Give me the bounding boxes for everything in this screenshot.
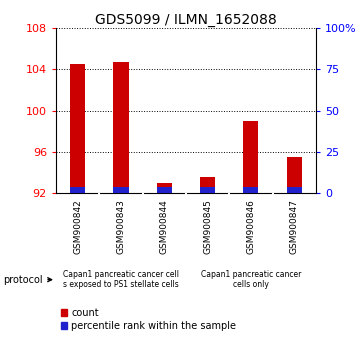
Bar (70, 64, 85, 193)
Title: GDS5099 / ILMN_1652088: GDS5099 / ILMN_1652088 (95, 13, 277, 27)
Bar (200, 187, 215, 193)
Bar (243, 121, 258, 193)
Text: GSM900843: GSM900843 (117, 199, 125, 254)
Text: GSM900842: GSM900842 (73, 199, 82, 254)
Bar (157, 183, 172, 193)
Legend: count, percentile rank within the sample: count, percentile rank within the sample (57, 304, 240, 335)
Text: GSM900846: GSM900846 (247, 199, 255, 254)
Text: GSM900847: GSM900847 (290, 199, 299, 254)
Bar (113, 187, 129, 193)
Text: GSM900844: GSM900844 (160, 199, 169, 254)
Text: Capan1 pancreatic cancer cell
s exposed to PS1 stellate cells: Capan1 pancreatic cancer cell s exposed … (63, 270, 179, 289)
Text: GSM900845: GSM900845 (203, 199, 212, 254)
Bar (70, 187, 85, 193)
Bar (287, 187, 302, 193)
Bar (287, 157, 302, 193)
Bar (157, 187, 172, 193)
Bar (200, 177, 215, 193)
Bar (243, 187, 258, 193)
Text: protocol: protocol (4, 275, 43, 285)
Text: Capan1 pancreatic cancer
cells only: Capan1 pancreatic cancer cells only (201, 270, 301, 289)
Bar (113, 62, 129, 193)
